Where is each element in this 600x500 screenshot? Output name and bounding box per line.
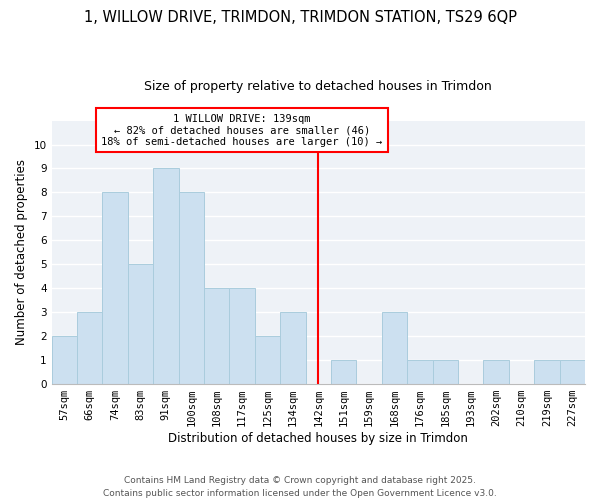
- Bar: [484, 360, 509, 384]
- X-axis label: Distribution of detached houses by size in Trimdon: Distribution of detached houses by size …: [169, 432, 468, 445]
- Bar: [77, 312, 103, 384]
- Bar: [153, 168, 179, 384]
- Bar: [255, 336, 280, 384]
- Bar: [407, 360, 433, 384]
- Text: 1, WILLOW DRIVE, TRIMDON, TRIMDON STATION, TS29 6QP: 1, WILLOW DRIVE, TRIMDON, TRIMDON STATIO…: [83, 10, 517, 25]
- Bar: [280, 312, 305, 384]
- Y-axis label: Number of detached properties: Number of detached properties: [15, 160, 28, 346]
- Bar: [52, 336, 77, 384]
- Bar: [331, 360, 356, 384]
- Text: Contains HM Land Registry data © Crown copyright and database right 2025.
Contai: Contains HM Land Registry data © Crown c…: [103, 476, 497, 498]
- Bar: [382, 312, 407, 384]
- Bar: [103, 192, 128, 384]
- Bar: [204, 288, 229, 384]
- Bar: [433, 360, 458, 384]
- Bar: [229, 288, 255, 384]
- Title: Size of property relative to detached houses in Trimdon: Size of property relative to detached ho…: [145, 80, 492, 93]
- Bar: [179, 192, 204, 384]
- Bar: [534, 360, 560, 384]
- Text: 1 WILLOW DRIVE: 139sqm
← 82% of detached houses are smaller (46)
18% of semi-det: 1 WILLOW DRIVE: 139sqm ← 82% of detached…: [101, 114, 383, 146]
- Bar: [128, 264, 153, 384]
- Bar: [560, 360, 585, 384]
